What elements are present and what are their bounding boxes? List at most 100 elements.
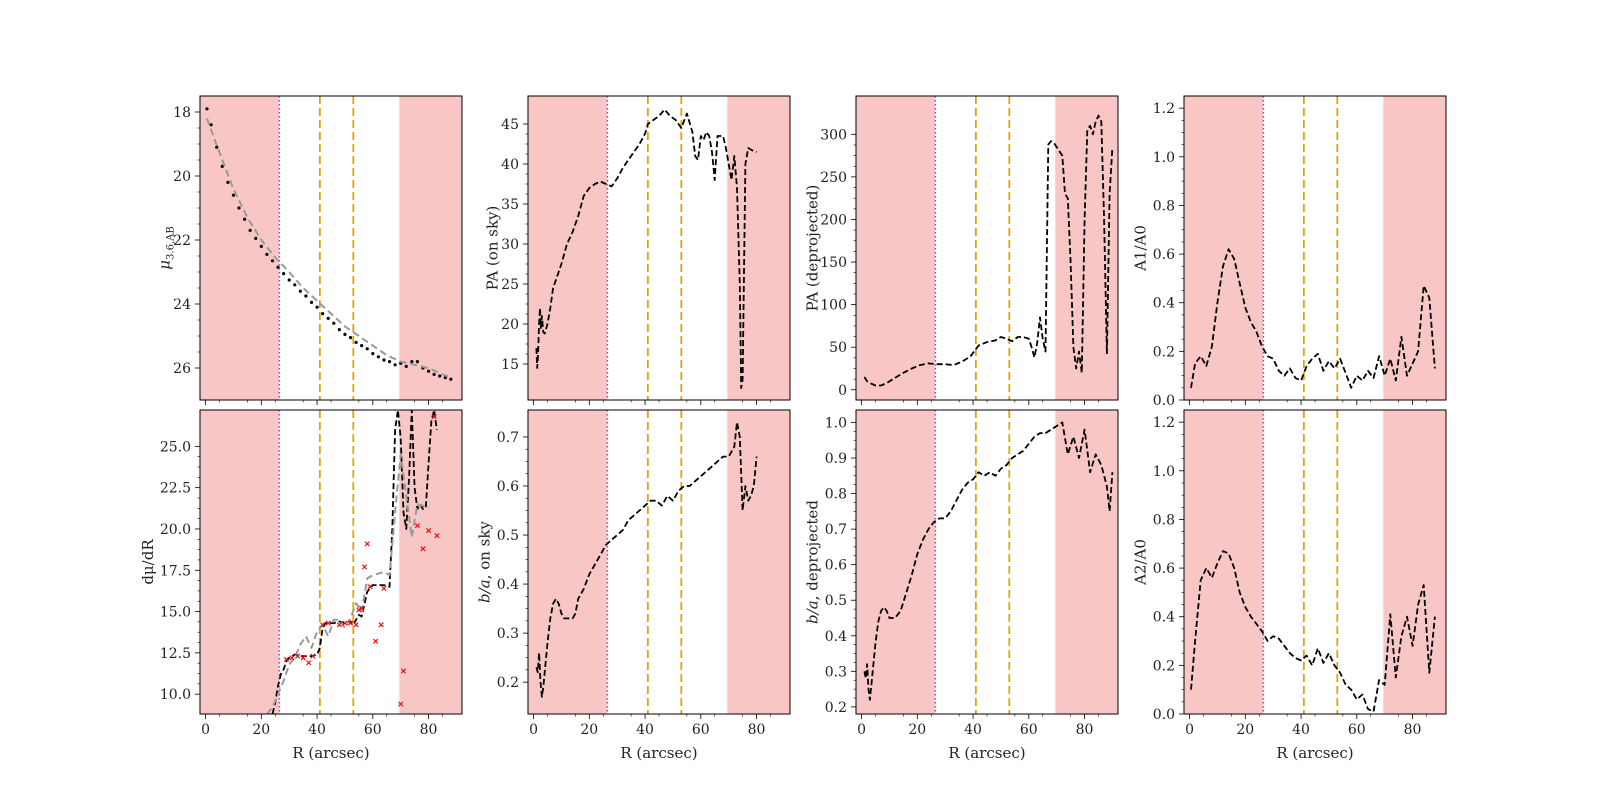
panel-surface-brightness: 18 20 22 24 26 μ3.6,AB (156, 95, 463, 405)
y-tick-label: 1.0 (1153, 150, 1175, 166)
shaded-region-1 (727, 410, 790, 714)
data-point (293, 283, 297, 287)
y-axis-label: dμ/dR (139, 539, 157, 585)
data-marker (400, 668, 407, 674)
y-tick-label: 150 (820, 255, 847, 271)
data-point (365, 347, 369, 351)
x-tick-label: 80 (1076, 722, 1094, 738)
y-axis-label-main: μ (156, 260, 174, 270)
data-marker (336, 622, 342, 628)
panel-ba-sky: 0 20 40 60 80 R (arcsec) 0.2 0.3 0.4 0.5 0.6 0.7 b/a… (475, 409, 791, 762)
y-tick-label: 0.8 (1153, 512, 1175, 528)
data-layer (205, 107, 453, 381)
data-marker-stroke (367, 584, 373, 590)
y-tick-label: 0.6 (1153, 247, 1175, 263)
data-line (1190, 550, 1436, 713)
series-0 (535, 108, 757, 389)
y-tick-label: 0.6 (497, 479, 519, 495)
y-tick-label: 0.3 (825, 664, 847, 680)
y-tick-label: 0.4 (497, 577, 519, 593)
x-tick-label: 0 (1185, 722, 1194, 738)
data-point (276, 265, 280, 269)
y-tick-label: 0.0 (1153, 393, 1175, 409)
data-point (321, 312, 325, 316)
data-marker (372, 638, 379, 644)
data-layer (1190, 248, 1436, 389)
series-0 (863, 421, 1114, 701)
y-tick-label: 0.3 (497, 626, 519, 642)
data-line (863, 421, 1114, 701)
data-marker (367, 584, 373, 590)
data-point (382, 358, 386, 362)
y-axis-label-sub: 3.6,AB (166, 226, 177, 260)
data-marker-stroke (398, 701, 404, 707)
y-tick-label: 0.5 (825, 593, 847, 609)
data-marker-stroke (434, 532, 440, 539)
data-point (270, 259, 275, 263)
data-marker-stroke (356, 607, 362, 613)
x-tick-label: 80 (748, 722, 766, 738)
data-marker-stroke (400, 668, 407, 674)
data-marker (431, 413, 437, 420)
data-marker (364, 541, 370, 547)
data-point (220, 164, 224, 168)
y-tick-label: 0.6 (825, 558, 847, 574)
y-axis-label: A2/A0 (1131, 539, 1149, 586)
shaded-region-0 (1184, 96, 1264, 400)
shaded-region-0 (528, 410, 608, 714)
y-tick-label: 1.0 (825, 415, 847, 431)
data-point (449, 377, 453, 381)
series-0 (205, 107, 453, 381)
y-axis-label-italic: b/a (475, 579, 493, 603)
y-tick-label: 1.0 (1153, 464, 1175, 480)
data-point (387, 360, 392, 364)
y-axis-label: A1/A0 (1131, 225, 1149, 272)
data-marker (347, 620, 354, 626)
data-marker-stroke (425, 527, 432, 534)
data-marker (434, 532, 440, 539)
data-point (215, 145, 219, 149)
data-point (226, 180, 230, 184)
data-point (282, 272, 286, 276)
shaded-region-1 (1383, 410, 1446, 714)
data-marker-stroke (378, 622, 384, 628)
y-tick-label: 200 (820, 212, 847, 228)
data-marker-stroke (283, 656, 290, 663)
data-marker-stroke (320, 622, 326, 628)
shaded-region-1 (1383, 96, 1446, 400)
data-marker (289, 655, 295, 661)
series-1 (266, 453, 429, 714)
data-marker (306, 660, 312, 666)
data-marker-stroke (325, 620, 331, 626)
data-marker (320, 622, 326, 628)
y-tick-label: 0 (838, 383, 847, 399)
data-point (354, 340, 358, 344)
y-tick-label: 0.4 (1153, 610, 1175, 626)
y-tick-label: 0.4 (1153, 296, 1175, 312)
data-marker (420, 546, 426, 552)
data-marker (361, 564, 368, 570)
x-tick-label: 20 (908, 722, 926, 738)
data-point (315, 305, 319, 309)
shaded-region-0 (1184, 410, 1264, 714)
y-tick-label: 25 (501, 277, 519, 293)
data-point (348, 336, 353, 340)
data-point (326, 316, 330, 320)
series-0 (863, 114, 1114, 387)
y-tick-label: 1.2 (1153, 101, 1175, 117)
data-point (343, 332, 347, 336)
data-marker (425, 527, 432, 534)
data-marker (325, 620, 331, 626)
x-tick-label: 80 (1404, 722, 1422, 738)
y-tick-label: 30 (501, 237, 519, 253)
data-point (205, 107, 209, 111)
data-marker (359, 605, 365, 611)
data-marker-stroke (336, 622, 342, 628)
y-tick-label: 0.9 (825, 451, 847, 467)
y-tick-label: 0.7 (825, 522, 847, 538)
data-marker-stroke (347, 620, 354, 626)
y-tick-label: 20.0 (160, 522, 191, 538)
y-axis-label: PA (deprojected) (803, 185, 821, 312)
shaded-region-0 (856, 96, 936, 400)
